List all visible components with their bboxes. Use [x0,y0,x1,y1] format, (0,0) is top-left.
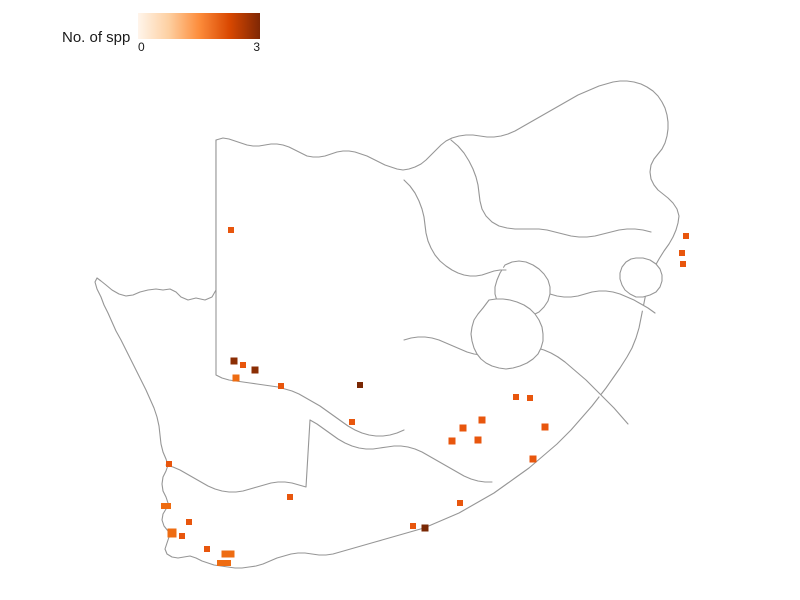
data-point [448,437,456,445]
province-mpumalanga-boundary [549,290,656,314]
data-point-layer [161,227,689,566]
data-point [541,423,549,431]
data-point [230,357,238,365]
data-point [278,383,284,389]
data-point [457,500,463,506]
legend-tick-max: 3 [253,40,260,54]
province-western-cape-boundary [165,419,311,493]
data-point [186,519,192,525]
data-point [251,366,259,374]
data-point [228,227,234,233]
province-kwazulu-natal-boundary [557,356,629,425]
legend-colorbar [138,13,260,39]
data-point [529,455,537,463]
province-national-outline [94,80,680,569]
data-point [683,233,689,239]
data-point [680,261,686,267]
legend-tick-labels: 0 3 [138,41,260,57]
legend-title: No. of spp [62,29,131,46]
province-lesotho-outline [470,298,544,370]
data-point [459,424,467,432]
data-point [513,394,519,400]
province-swaziland-outline [619,257,663,298]
legend-tick-min: 0 [138,40,145,54]
data-point [357,382,363,388]
data-point [161,503,171,509]
data-point [474,436,482,444]
data-point [410,523,416,529]
data-point [167,528,177,538]
data-point [421,524,429,532]
province-eastern-cape-boundary [309,419,493,483]
data-point [179,533,185,539]
province-limpopo-boundary [450,139,652,238]
data-point [232,374,240,382]
data-point [527,395,533,401]
data-point [166,461,172,467]
province-north-west-boundary [403,179,507,277]
data-point [349,419,355,425]
data-point [679,250,685,256]
legend: No. of spp 0 3 [62,8,272,58]
data-point [221,550,235,558]
data-point [217,560,231,566]
data-point [478,416,486,424]
data-point [287,494,293,500]
province-boundaries [94,80,680,569]
data-point [204,546,210,552]
data-point [240,362,246,368]
